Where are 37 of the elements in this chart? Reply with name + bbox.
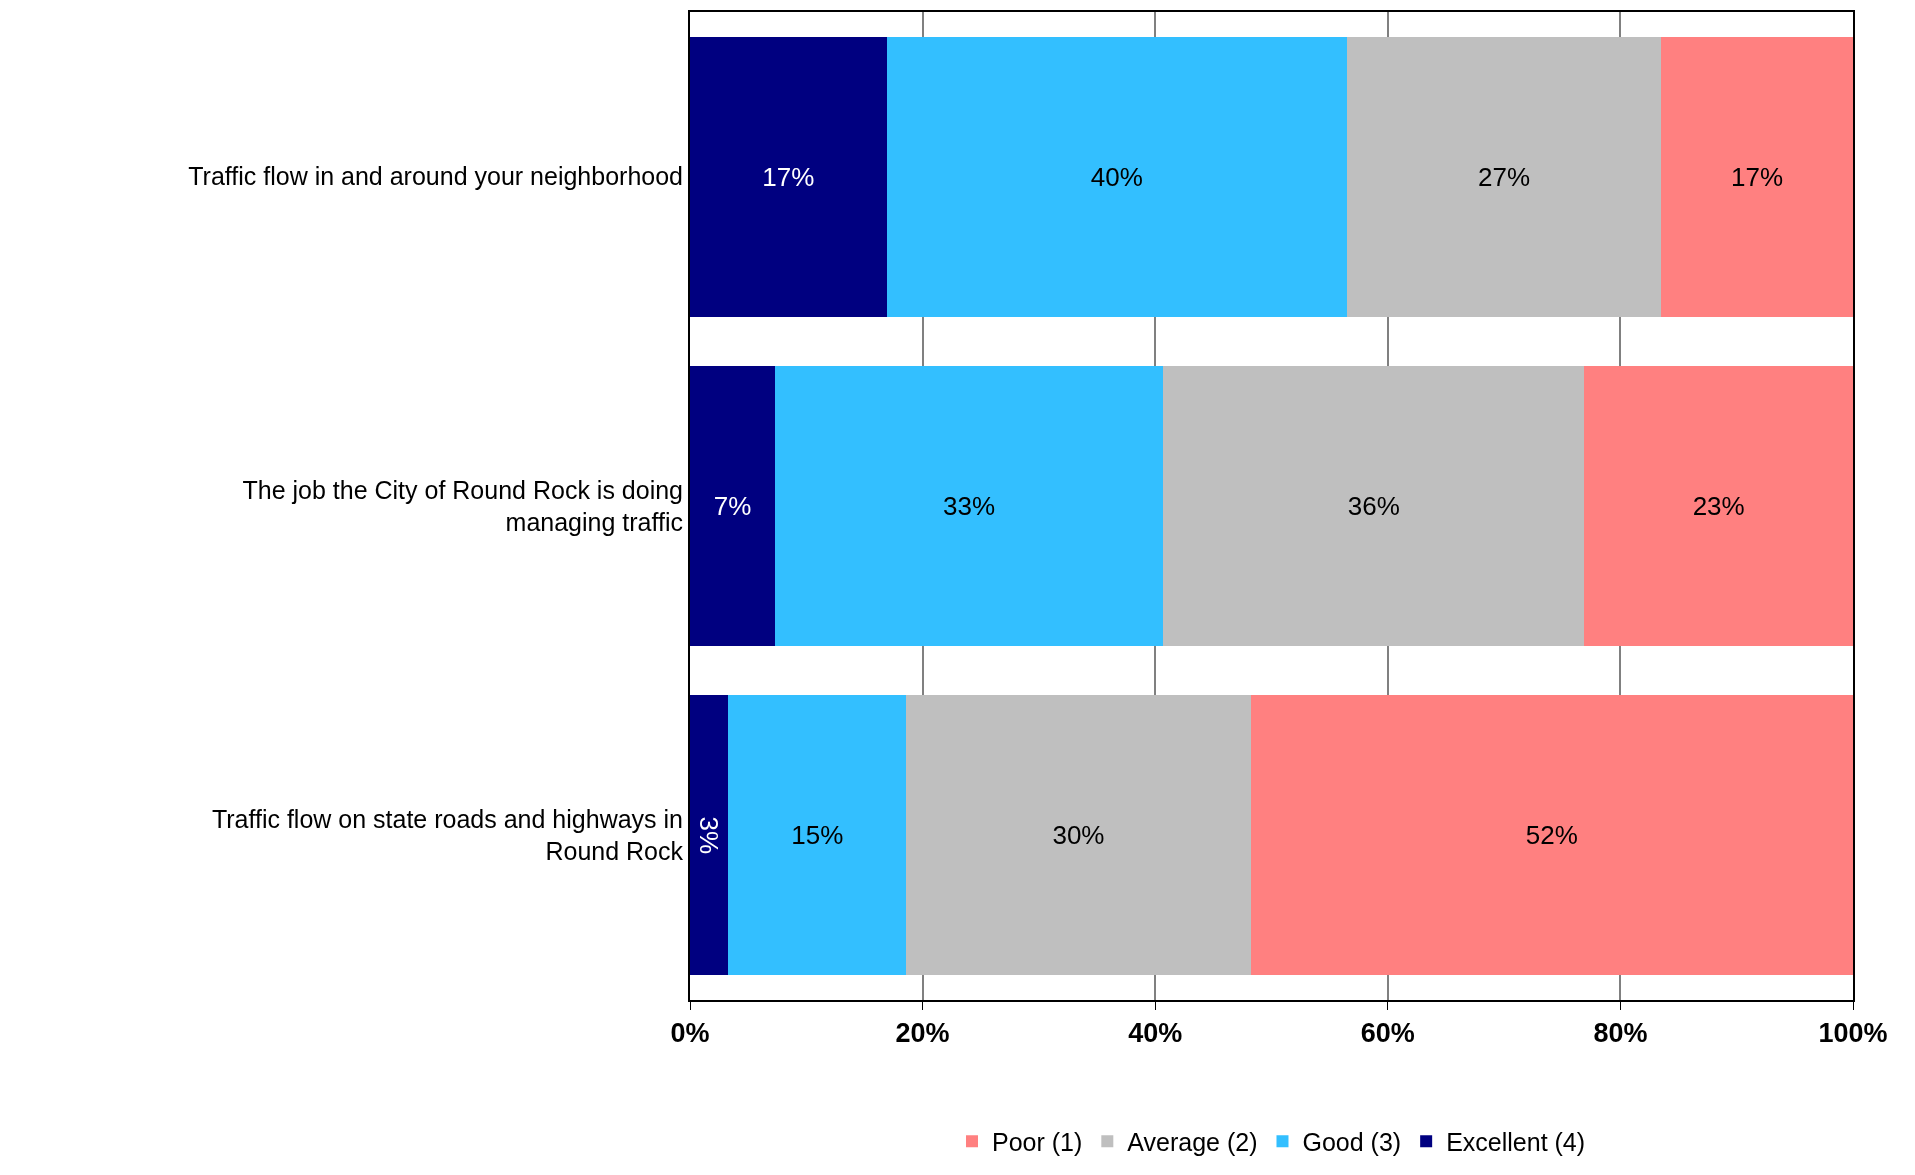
- data-label: 3%: [694, 816, 725, 855]
- y-tick-label: Traffic flow in and around your neighborhood: [188, 162, 683, 191]
- y-tick-label: Traffic flow on state roads and highways in Round Rock: [211, 804, 684, 866]
- x-tick-label: 80%: [1593, 1018, 1648, 1049]
- data-label: 30%: [1052, 820, 1105, 851]
- y-tick-label: The job the City of Round Rock is doing managing traffic: [242, 475, 683, 536]
- data-label: 36%: [1347, 491, 1400, 521]
- data-label: 40%: [1090, 161, 1143, 192]
- x-tick-label: 40%: [1128, 1018, 1183, 1049]
- x-tick-label: 0%: [670, 1018, 710, 1049]
- bar: [906, 695, 1251, 976]
- x-tick-label: 100%: [1818, 1018, 1888, 1049]
- data-label: 7%: [713, 491, 752, 521]
- bar: [1584, 366, 1853, 646]
- bar: [690, 366, 775, 646]
- data-label: 17%: [762, 161, 815, 192]
- bar: [690, 36, 887, 317]
- data-label: 23%: [1692, 491, 1745, 521]
- legend-label: Excellent (4): [1446, 1128, 1586, 1157]
- data-label: 15%: [791, 820, 844, 851]
- legend-label: Poor (1): [992, 1128, 1083, 1157]
- legend-label: Average (2): [1127, 1128, 1258, 1157]
- data-label: 27%: [1478, 161, 1531, 192]
- bar: [690, 695, 729, 976]
- data-label: 17%: [1731, 161, 1784, 192]
- bar: [1661, 36, 1853, 317]
- x-tick-label: 60%: [1360, 1018, 1415, 1049]
- bar: [728, 695, 907, 976]
- data-label: 33%: [943, 491, 996, 521]
- bar: [1250, 695, 1853, 976]
- bar: [1163, 366, 1585, 646]
- x-tick-label: 20%: [895, 1018, 950, 1049]
- bar: [1347, 36, 1662, 317]
- bar: [886, 36, 1348, 317]
- bar: [774, 366, 1164, 646]
- data-label: 52%: [1525, 820, 1578, 851]
- legend-label: Good (3): [1302, 1128, 1402, 1157]
